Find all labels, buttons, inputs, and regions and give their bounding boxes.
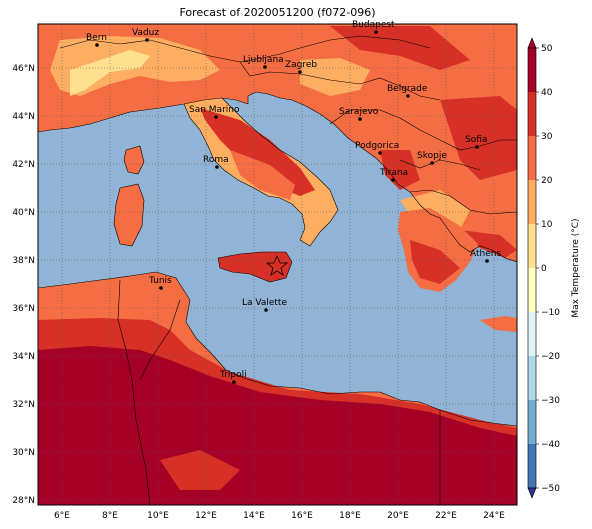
lon-tick: 10°E	[147, 511, 169, 521]
lon-tick-labels: 6°E 8°E 10°E 12°E 14°E 16°E 18°E 20°E 22…	[54, 511, 505, 521]
city-label: Skopje	[417, 151, 447, 161]
lat-tick: 32°N	[12, 400, 35, 410]
colorbar-band	[528, 444, 536, 489]
lon-tick: 22°E	[435, 511, 457, 521]
colorbar-band	[528, 268, 536, 313]
colorbar-tick: −20	[541, 352, 560, 362]
lat-tick: 28°N	[12, 496, 35, 506]
city-labels: Bern Vaduz Budapest Ljubljana Zagreb Bel…	[86, 20, 501, 380]
colorbar-label: Max Temperature (°C)	[571, 218, 581, 317]
map-title: Forecast of 2020051200 (f072-096)	[179, 6, 376, 19]
city-label: Ljubljana	[243, 55, 284, 65]
lat-tick: 42°N	[12, 160, 35, 170]
colorbar-tick: 0	[541, 264, 547, 274]
city-label: Budapest	[352, 20, 395, 30]
colorbar-tick: −40	[541, 440, 560, 450]
map-area	[38, 24, 517, 505]
lon-tick: 6°E	[54, 511, 70, 521]
forecast-point-star-icon	[265, 254, 289, 276]
colorbar-band	[528, 356, 536, 401]
colorbar-tick: 30	[541, 132, 553, 142]
lon-tick: 16°E	[291, 511, 313, 521]
corsica-land	[124, 146, 144, 174]
lat-tick: 30°N	[12, 448, 35, 458]
lat-tick-labels: 46°N 44°N 42°N 40°N 38°N 36°N 34°N 32°N …	[12, 64, 35, 506]
colorbar-tick: −50	[541, 484, 560, 494]
city-label: Bern	[86, 33, 107, 43]
sicily-land	[218, 252, 292, 282]
lat-tick: 46°N	[12, 64, 35, 74]
city-label: Tunis	[148, 276, 172, 286]
city-label: Tirana	[379, 168, 408, 178]
colorbar-tick: 50	[541, 44, 553, 54]
colorbar: 50 40 30 20 10 0 −10 −20 −30 −40 −50 Max Temperatu…	[527, 37, 581, 499]
lon-tick: 20°E	[387, 511, 409, 521]
lon-tick: 8°E	[102, 511, 118, 521]
city-label: Sarajevo	[339, 107, 379, 117]
lat-tick: 44°N	[12, 112, 35, 122]
sardinia-land	[114, 184, 144, 246]
colorbar-tick: 10	[541, 220, 553, 230]
city-label: Sofia	[465, 135, 487, 145]
europe-land	[38, 24, 517, 262]
lon-tick: 12°E	[195, 511, 217, 521]
colorbar-band	[528, 92, 536, 137]
lon-tick: 24°E	[483, 511, 505, 521]
colorbar-band	[528, 312, 536, 357]
city-label: Vaduz	[132, 28, 159, 38]
city-label: Belgrade	[387, 84, 428, 94]
city-label: San Marino	[189, 105, 240, 115]
lon-tick: 18°E	[339, 511, 361, 521]
colorbar-tick: −30	[541, 396, 560, 406]
lat-tick: 34°N	[12, 352, 35, 362]
city-label: Tripoli	[219, 370, 247, 380]
colorbar-tick: 20	[541, 176, 553, 186]
colorbar-band	[528, 224, 536, 269]
city-label: Athens	[470, 249, 501, 259]
map-frame	[37, 23, 518, 506]
colorbar-band	[528, 136, 536, 181]
colorbar-band	[528, 48, 536, 93]
city-label: Podgorica	[355, 141, 399, 151]
city-dots	[95, 30, 489, 384]
colorbar-tick: −10	[541, 308, 560, 318]
city-label: Zagreb	[285, 60, 317, 70]
lat-tick: 40°N	[12, 208, 35, 218]
city-label: La Valette	[242, 298, 287, 308]
lat-tick: 38°N	[12, 256, 35, 266]
colorbar-band	[528, 180, 536, 225]
lon-tick: 14°E	[243, 511, 265, 521]
city-label: Roma	[203, 155, 229, 165]
lat-tick: 36°N	[12, 304, 35, 314]
colorbar-tick: 40	[541, 88, 553, 98]
colorbar-band	[528, 400, 536, 445]
